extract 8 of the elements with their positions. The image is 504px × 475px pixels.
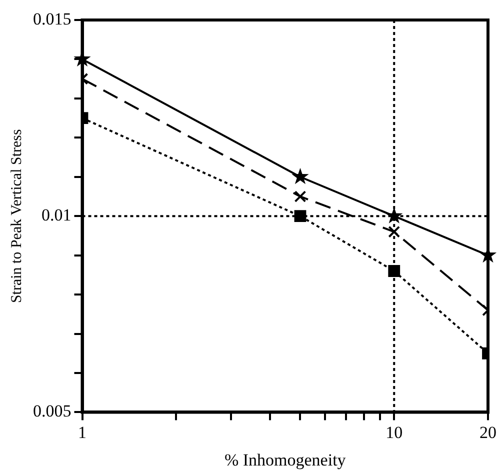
- y-tick-label: 0.015: [33, 9, 72, 28]
- y-tick-label: 0.005: [33, 402, 72, 421]
- y-axis-title: Strain to Peak Vertical Stress: [8, 129, 25, 304]
- x-tick-label: 10: [386, 422, 403, 442]
- y-tick-label: 0.01: [42, 206, 72, 225]
- x-axis-title: % Inhomogeneity: [224, 450, 346, 470]
- x-tick-label: 1: [78, 422, 86, 442]
- x-tick-label: 20: [480, 422, 496, 442]
